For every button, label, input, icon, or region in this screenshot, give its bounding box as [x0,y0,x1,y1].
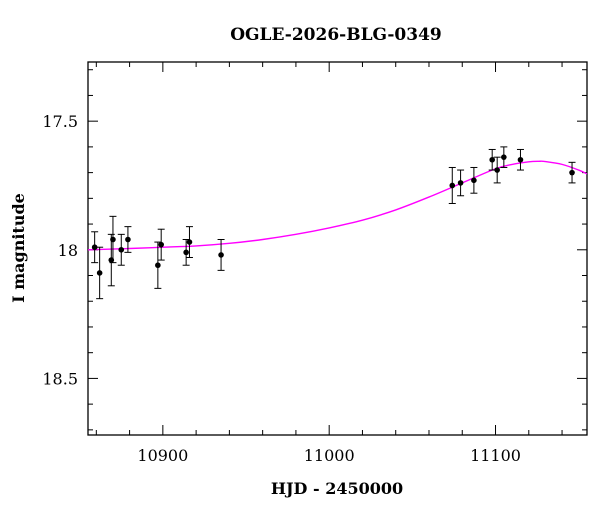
data-point [109,215,117,264]
data-point-marker [125,236,131,243]
data-point-marker [517,156,524,163]
data-point-marker [91,244,98,251]
data-point-marker [471,177,477,184]
plot-frame [87,61,588,436]
data-point-marker [449,182,456,189]
data-point-marker [494,167,500,173]
data-point-marker [183,249,189,256]
model-curve [87,160,588,251]
model-curve-layer [87,160,588,251]
data-point [124,226,132,253]
data-point-marker [569,169,575,176]
y-tick-label: 17.5 [42,112,78,131]
data-point-marker [118,246,125,253]
data-point [516,148,524,171]
data-point-marker [501,154,507,160]
y-tick-label: 18 [58,241,78,260]
data-point [488,148,496,171]
data-point [96,246,104,300]
data-point-marker [110,236,116,243]
data-point [217,238,225,271]
data-point-marker [155,262,161,269]
data-point [157,228,165,261]
x-axis-label: HJD - 2450000 [271,479,403,498]
data-point-marker [158,241,164,248]
data-point-marker [186,239,193,245]
x-tick-label: 11000 [304,446,355,465]
data-point [500,146,508,168]
x-tick-label: 11100 [470,446,521,465]
data-points-layer [91,146,576,300]
data-point-marker [457,180,464,186]
chart-title: OGLE-2026-BLG-0349 [230,25,442,45]
y-tick-label: 18.5 [42,369,78,388]
data-point [493,156,501,184]
y-axis-label: I magnitude [9,193,28,303]
axis-ticks [88,62,587,435]
data-point [185,226,193,259]
data-point [470,166,478,194]
data-point-marker [218,252,224,258]
data-point-marker [96,270,103,276]
x-tick-label: 10900 [137,446,188,465]
data-point [568,161,576,184]
data-point [117,233,125,266]
data-point [448,166,456,204]
data-point [154,241,162,289]
data-point [457,169,465,197]
data-point [91,231,99,264]
tick-labels: 10900 11000 11100 17.5 18 18.5 [42,112,521,465]
data-point-marker [489,156,495,163]
